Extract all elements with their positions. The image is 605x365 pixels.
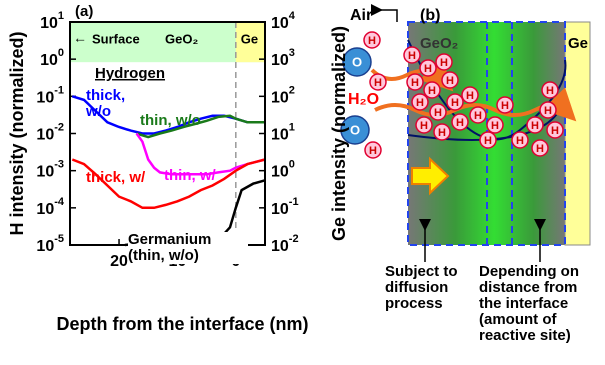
y2-axis-title: Ge intensity (normalized): [329, 26, 349, 241]
caption: Subject to diffusion process: [385, 264, 475, 312]
series-label: thin, w/o: [140, 113, 235, 129]
hydrogen-label: H: [408, 50, 416, 62]
region-label: GeO₂: [165, 31, 198, 46]
tick-exp: 3: [289, 47, 295, 59]
hydrogen-label: H: [374, 77, 382, 89]
hydrogen-label: H: [474, 110, 482, 122]
tick-exp: -5: [54, 233, 64, 245]
tick-exp: 1: [289, 121, 295, 133]
y-tick-label: 10-5: [36, 233, 64, 255]
y-tick-label: 10-1: [36, 84, 64, 106]
panel-label: (a): [75, 3, 93, 20]
hydrogen-label: H: [516, 135, 524, 147]
y-tick-label: 101: [271, 121, 295, 143]
tick-base: 10: [40, 52, 58, 69]
oxide-label: GeO₂: [420, 35, 458, 52]
tick-base: 10: [271, 90, 289, 107]
tick-exp: -4: [54, 196, 65, 208]
hydrogen-label: H: [420, 120, 428, 132]
hydrogen-label: H: [368, 35, 376, 47]
oxygen-label: O: [350, 122, 360, 137]
air-label: Air: [350, 7, 372, 24]
tick-base: 10: [271, 127, 289, 144]
tick-exp: 0: [289, 159, 295, 171]
hydrogen-label: H: [501, 100, 509, 112]
hydrogen-label: H: [544, 105, 552, 117]
tick-exp: -2: [289, 233, 299, 245]
tick-base: 10: [271, 52, 289, 69]
hydrogen-label: H: [434, 107, 442, 119]
tick-base: 10: [271, 201, 289, 218]
caption: Depending on distance from the interface…: [479, 264, 604, 344]
y-tick-label: 100: [40, 47, 64, 69]
hydrogen-label: H: [551, 125, 559, 137]
tick-exp: -2: [54, 121, 64, 133]
tick-exp: 0: [58, 47, 64, 59]
y-tick-label: 10-3: [36, 159, 64, 181]
tick-base: 10: [36, 201, 54, 218]
hydrogen-label: H: [491, 120, 499, 132]
series-label: thick, w/: [86, 170, 146, 186]
y-tick-label: 102: [271, 84, 295, 106]
region-label: Surface: [92, 31, 140, 46]
tick-base: 10: [271, 238, 289, 255]
tick-exp: 1: [58, 10, 64, 22]
hydrogen-label: H: [440, 57, 448, 69]
y-axis-title: H intensity (normalized): [7, 31, 27, 235]
tick-exp: -3: [54, 159, 64, 171]
hydrogen-label: H: [456, 117, 464, 129]
x-tick-label: 20: [110, 253, 128, 270]
tick-exp: 4: [289, 10, 296, 22]
hydrogen-label: H: [536, 143, 544, 155]
hydrogen-label: H: [428, 85, 436, 97]
y-tick-label: 101: [40, 10, 64, 32]
hydrogen-label: H: [451, 97, 459, 109]
hydrogen-label: H: [438, 127, 446, 139]
tick-base: 10: [36, 238, 54, 255]
tick-base: 10: [40, 15, 58, 32]
hydrogen-label: H: [411, 77, 419, 89]
hydrogen-label: H: [416, 97, 424, 109]
annotation: Hydrogen: [95, 65, 165, 82]
tick-exp: 2: [289, 84, 295, 96]
y-tick-label: 100: [271, 159, 295, 181]
series-label: thick, w/o: [86, 88, 146, 120]
hydrogen-label: H: [446, 75, 454, 87]
y-tick-label: 10-1: [271, 196, 299, 218]
figure: Air (b) GeO₂ Ge H₂O OOHHHHHHHHHHHHHHHHHH…: [0, 0, 605, 365]
hydrogen-label: H: [424, 63, 432, 75]
ge-label: Ge: [568, 35, 588, 52]
hydrogen-label: H: [531, 120, 539, 132]
y-tick-label: 104: [271, 10, 296, 32]
y-tick-label: 10-2: [36, 121, 64, 143]
tick-exp: -1: [54, 84, 64, 96]
arrow-glyph: ←: [73, 30, 87, 46]
tick-base: 10: [271, 164, 289, 181]
tick-base: 10: [271, 15, 289, 32]
water-label: H₂O: [348, 91, 379, 108]
hydrogen-label: H: [546, 85, 554, 97]
hydrogen-label: H: [484, 135, 492, 147]
hydrogen-label: H: [369, 145, 377, 157]
y-tick-label: 103: [271, 47, 295, 69]
series-label: thin, w/: [164, 168, 244, 184]
oxygen-label: O: [352, 54, 362, 69]
ge-layer: [565, 22, 590, 245]
tick-base: 10: [36, 90, 54, 107]
region-label: Ge: [241, 31, 258, 46]
panel-b: Air (b) GeO₂ Ge H₂O OOHHHHHHHHHHHHHHHHHH…: [341, 7, 590, 262]
hydrogen-label: H: [466, 90, 474, 102]
tick-base: 10: [36, 127, 54, 144]
series-label: Germanium (thin, w/o): [128, 232, 248, 264]
tick-base: 10: [36, 164, 54, 181]
air-arrow: [377, 10, 397, 22]
x-axis-title: Depth from the interface (nm): [56, 314, 308, 334]
y-tick-label: 10-4: [36, 196, 64, 218]
y-tick-label: 10-2: [271, 233, 299, 255]
tick-exp: -1: [289, 196, 299, 208]
panel-label: (b): [420, 7, 440, 24]
